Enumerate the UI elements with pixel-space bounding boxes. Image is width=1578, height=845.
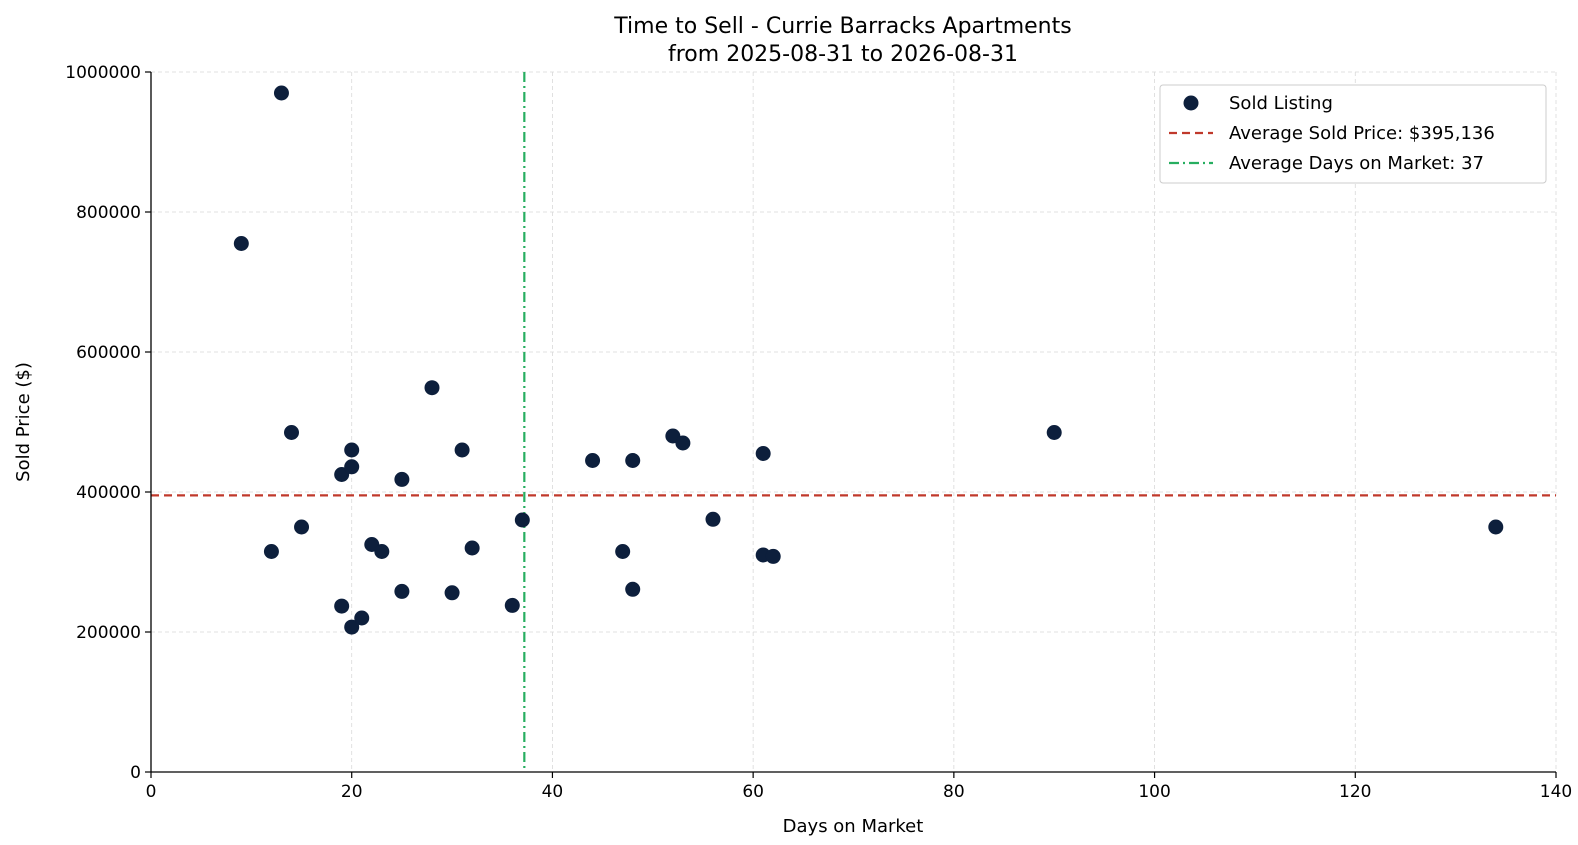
data-point: [344, 442, 360, 458]
data-point: [514, 512, 530, 528]
data-point: [625, 581, 641, 597]
y-tick-label: 800000: [76, 203, 141, 223]
x-axis-label: Days on Market: [783, 816, 924, 837]
x-tick-label: 40: [542, 782, 564, 802]
data-point: [1488, 519, 1504, 535]
legend-label-sold-listing: Sold Listing: [1229, 93, 1333, 114]
x-axis-ticks: 0 20 40 60 80 100 120 140: [146, 772, 1572, 802]
data-point: [705, 511, 721, 527]
data-point: [615, 544, 631, 559]
data-point: [394, 471, 410, 487]
data-point: [755, 446, 771, 461]
data-point: [504, 597, 520, 613]
data-point: [675, 435, 691, 451]
legend-label-avg-days: Average Days on Market: 37: [1229, 153, 1484, 174]
y-tick-label: 200000: [76, 623, 141, 643]
data-point: [394, 583, 410, 599]
x-tick-label: 120: [1339, 782, 1371, 802]
data-point: [273, 85, 289, 101]
data-point: [334, 598, 350, 614]
data-point: [294, 519, 310, 535]
x-tick-label: 0: [146, 782, 157, 802]
data-point: [454, 442, 470, 458]
y-tick-label: 1000000: [65, 63, 141, 83]
data-point: [444, 585, 460, 601]
data-point: [424, 380, 440, 396]
legend: Sold Listing Average Sold Price: $395,13…: [1159, 84, 1547, 184]
y-axis-label: Sold Price ($): [13, 362, 34, 482]
x-tick-label: 140: [1540, 782, 1572, 802]
y-tick-label: 600000: [76, 343, 141, 363]
legend-box: [1159, 84, 1547, 184]
data-point: [765, 548, 781, 564]
legend-label-avg-price: Average Sold Price: $395,136: [1229, 123, 1495, 144]
legend-marker-sold-listing: [1183, 95, 1199, 111]
data-point: [354, 610, 370, 626]
data-point: [625, 453, 641, 468]
data-point: [344, 619, 360, 635]
y-tick-label: 0: [130, 763, 141, 783]
data-point: [344, 459, 360, 475]
x-tick-label: 80: [943, 782, 965, 802]
data-point: [374, 544, 390, 559]
data-point: [263, 544, 279, 559]
data-point: [233, 236, 249, 251]
chart-title: Time to Sell - Currie Barracks Apartment…: [613, 14, 1071, 39]
chart-subtitle: from 2025-08-31 to 2026-08-31: [668, 42, 1018, 67]
data-point: [284, 425, 299, 440]
x-tick-label: 20: [341, 782, 363, 802]
data-point: [464, 540, 480, 556]
data-point: [1046, 425, 1062, 440]
y-tick-label: 400000: [76, 483, 141, 503]
data-point: [585, 453, 601, 468]
grid-lines: [151, 71, 1557, 772]
reference-lines: [151, 72, 1556, 772]
x-tick-label: 100: [1138, 782, 1170, 802]
y-axis-ticks: 0 200000 400000 600000 800000 1000000: [65, 63, 151, 783]
data-points: [233, 85, 1504, 635]
x-tick-label: 60: [742, 782, 764, 802]
